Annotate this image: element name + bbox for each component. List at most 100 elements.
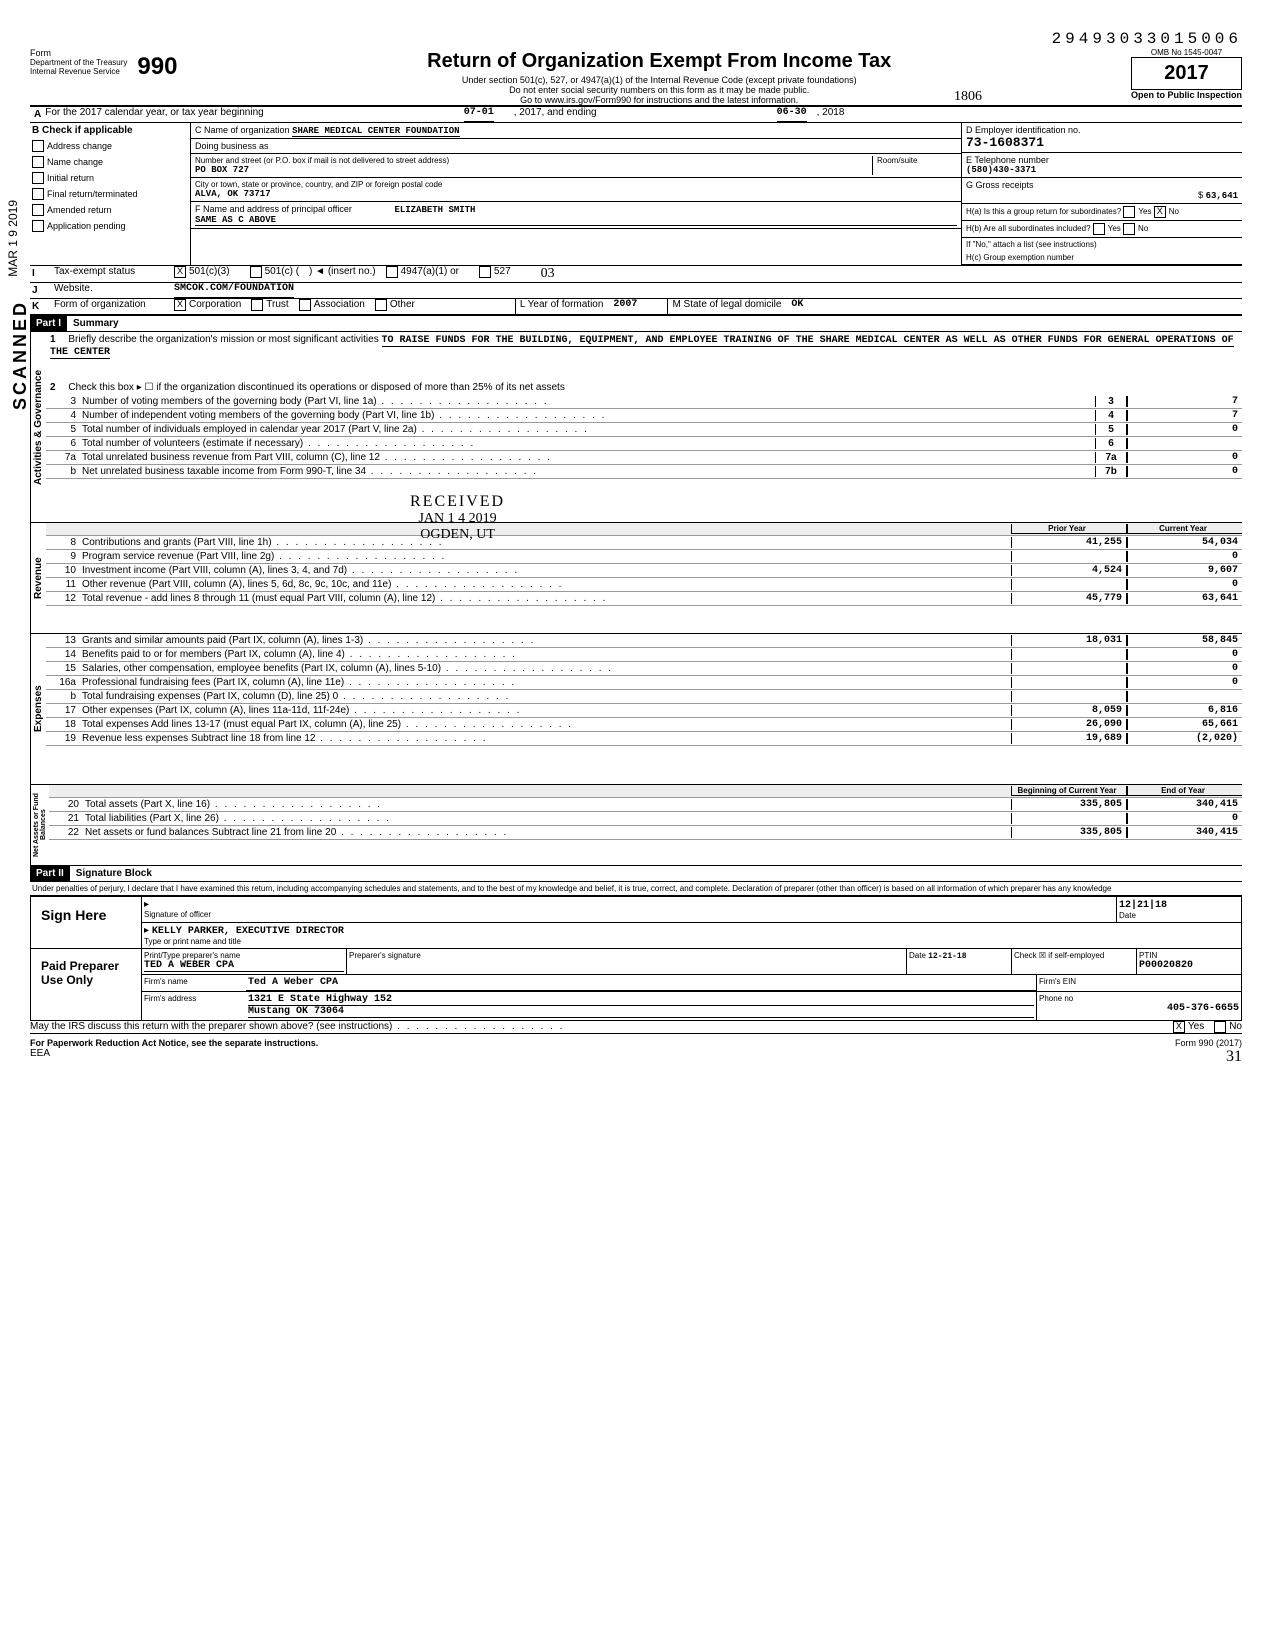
data-line-b: bNet unrelated business taxable income f… bbox=[46, 465, 1242, 479]
org-name: SHARE MEDICAL CENTER FOUNDATION bbox=[292, 126, 459, 137]
tax-exempt-label: Tax-exempt status bbox=[54, 266, 174, 282]
check-final-return[interactable]: Final return/terminated bbox=[30, 186, 190, 202]
ptin-label: PTIN bbox=[1139, 951, 1239, 960]
tax-end-date: 06-30 bbox=[777, 107, 807, 122]
page-handwritten: 31 bbox=[1226, 1048, 1242, 1066]
discuss-text: May the IRS discuss this return with the… bbox=[30, 1021, 1173, 1033]
data-line-4: 4Number of independent voting members of… bbox=[46, 409, 1242, 423]
firm-addr-label: Firm's address bbox=[142, 992, 246, 1020]
prep-name: TED A WEBER CPA bbox=[144, 960, 344, 972]
prior-year-header: Prior Year bbox=[1011, 524, 1127, 534]
sig-date-label: Date bbox=[1119, 911, 1239, 920]
ein-label: D Employer identification no. bbox=[966, 125, 1238, 135]
hb-label: H(b) Are all subordinates included? bbox=[966, 224, 1091, 233]
form-footer: Form 990 (2017) bbox=[1175, 1038, 1242, 1048]
firm-phone-label: Phone no bbox=[1039, 994, 1239, 1003]
self-employed-check: Check ☒ if self-employed bbox=[1012, 949, 1137, 974]
top-stamp-number: 29493033015006 bbox=[30, 30, 1242, 48]
part2-header: Part II bbox=[30, 866, 70, 881]
omb-number: OMB No 1545-0047 bbox=[1131, 48, 1242, 57]
type-name-label: Type or print name and title bbox=[144, 937, 1239, 946]
dba-label: Doing business as bbox=[191, 139, 961, 154]
org-name-label: C Name of organization bbox=[195, 125, 290, 135]
data-line-21: 21Total liabilities (Part X, line 26)0 bbox=[49, 812, 1242, 826]
section-b-header: B Check if applicable Address change Nam… bbox=[30, 123, 1242, 266]
data-line-19: 19Revenue less expenses Subtract line 18… bbox=[46, 732, 1242, 746]
mission-label: Briefly describe the organization's miss… bbox=[68, 334, 378, 345]
check-association[interactable] bbox=[299, 299, 311, 311]
data-line-14: 14Benefits paid to or for members (Part … bbox=[46, 648, 1242, 662]
vert-label-revenue: Revenue bbox=[30, 523, 46, 633]
part1-header: Part I bbox=[30, 316, 67, 331]
data-line-9: 9Program service revenue (Part VIII, lin… bbox=[46, 550, 1242, 564]
data-line-22: 22Net assets or fund balances Subtract l… bbox=[49, 826, 1242, 840]
phone-label: E Telephone number bbox=[966, 155, 1238, 165]
ha-no[interactable]: X bbox=[1154, 206, 1166, 218]
form-label: Form bbox=[30, 48, 127, 58]
hb-yes[interactable] bbox=[1093, 223, 1105, 235]
principal-name: ELIZABETH SMITH bbox=[394, 205, 475, 215]
org-city: ALVA, OK 73717 bbox=[195, 189, 957, 199]
discuss-row: May the IRS discuss this return with the… bbox=[30, 1021, 1242, 1034]
part2-header-row: Part II Signature Block bbox=[30, 865, 1242, 882]
form-org-label: Form of organization bbox=[54, 299, 174, 314]
check-527[interactable] bbox=[479, 266, 491, 278]
check-501c3[interactable]: X bbox=[174, 266, 186, 278]
discuss-no[interactable] bbox=[1214, 1021, 1226, 1033]
tax-begin-year: , 2017, and ending bbox=[514, 107, 597, 122]
tax-begin-date: 07-01 bbox=[464, 107, 494, 122]
sig-officer-label: Signature of officer bbox=[144, 910, 1114, 919]
tax-exempt-row: I Tax-exempt status X501(c)(3) 501(c) ( … bbox=[30, 266, 1242, 283]
phone-value: (580)430-3371 bbox=[966, 165, 1238, 175]
sig-date: 12|21|18 bbox=[1119, 900, 1167, 911]
handwritten-03: 03 bbox=[541, 266, 555, 282]
firm-addr1: 1321 E State Highway 152 bbox=[248, 994, 1034, 1006]
ein-value: 73-1608371 bbox=[966, 135, 1238, 150]
data-line-17: 17Other expenses (Part IX, column (A), l… bbox=[46, 704, 1242, 718]
ha-label: H(a) Is this a group return for subordin… bbox=[966, 207, 1121, 216]
check-address-change[interactable]: Address change bbox=[30, 138, 190, 154]
org-street: PO BOX 727 bbox=[195, 165, 872, 175]
hb-no[interactable] bbox=[1123, 223, 1135, 235]
check-4947[interactable] bbox=[386, 266, 398, 278]
principal-same-as: SAME AS C ABOVE bbox=[195, 215, 957, 226]
paid-preparer-section: Paid Preparer Use Only Print/Type prepar… bbox=[30, 949, 1242, 1021]
check-501c[interactable] bbox=[250, 266, 262, 278]
form-subtitle-2: Do not enter social security numbers on … bbox=[187, 85, 1131, 95]
paid-preparer-label: Paid Preparer Use Only bbox=[31, 949, 142, 1020]
data-line-16a: 16aProfessional fundraising fees (Part I… bbox=[46, 676, 1242, 690]
check-application-pending[interactable]: Application pending bbox=[30, 218, 190, 234]
part1-title: Summary bbox=[73, 318, 119, 329]
line-a-text: For the 2017 calendar year, or tax year … bbox=[45, 107, 263, 122]
discuss-yes[interactable]: X bbox=[1173, 1021, 1185, 1033]
check-amended-return[interactable]: Amended return bbox=[30, 202, 190, 218]
firm-phone: 405-376-6655 bbox=[1039, 1003, 1239, 1014]
check-initial-return[interactable]: Initial return bbox=[30, 170, 190, 186]
prep-date: 12-21-18 bbox=[928, 952, 966, 961]
vert-label-governance: Activities & Governance bbox=[30, 332, 46, 522]
ha-yes[interactable] bbox=[1123, 206, 1135, 218]
street-label: Number and street (or P.O. box if mail i… bbox=[195, 156, 872, 165]
begin-year-header: Beginning of Current Year bbox=[1011, 786, 1127, 796]
form-header: Form Department of the Treasury Internal… bbox=[30, 48, 1242, 107]
part1-header-row: Part I Summary bbox=[30, 315, 1242, 332]
check-name-change[interactable]: Name change bbox=[30, 154, 190, 170]
state-domicile: OK bbox=[791, 299, 803, 314]
paperwork-notice: For Paperwork Reduction Act Notice, see … bbox=[30, 1038, 318, 1048]
check-trust[interactable] bbox=[251, 299, 263, 311]
data-line-11: 11Other revenue (Part VIII, column (A), … bbox=[46, 578, 1242, 592]
dept-treasury: Department of the Treasury bbox=[30, 58, 127, 67]
tax-year: 2017 bbox=[1131, 57, 1242, 90]
ptin-value: P00020820 bbox=[1139, 960, 1239, 971]
current-year-header: Current Year bbox=[1127, 524, 1242, 534]
gross-value: 63,641 bbox=[1206, 191, 1238, 201]
check-other[interactable] bbox=[375, 299, 387, 311]
check-corporation[interactable]: X bbox=[174, 299, 186, 311]
end-year-header: End of Year bbox=[1127, 786, 1242, 796]
data-line-6: 6Total number of volunteers (estimate if… bbox=[46, 437, 1242, 451]
check-b-label: Check if applicable bbox=[42, 125, 133, 136]
hc-label: H(c) Group exemption number bbox=[962, 251, 1242, 265]
year-formation-label: L Year of formation bbox=[515, 299, 604, 314]
tax-end-year: , 2018 bbox=[817, 107, 845, 122]
line2-text: Check this box ▸ ☐ if the organization d… bbox=[68, 382, 564, 393]
